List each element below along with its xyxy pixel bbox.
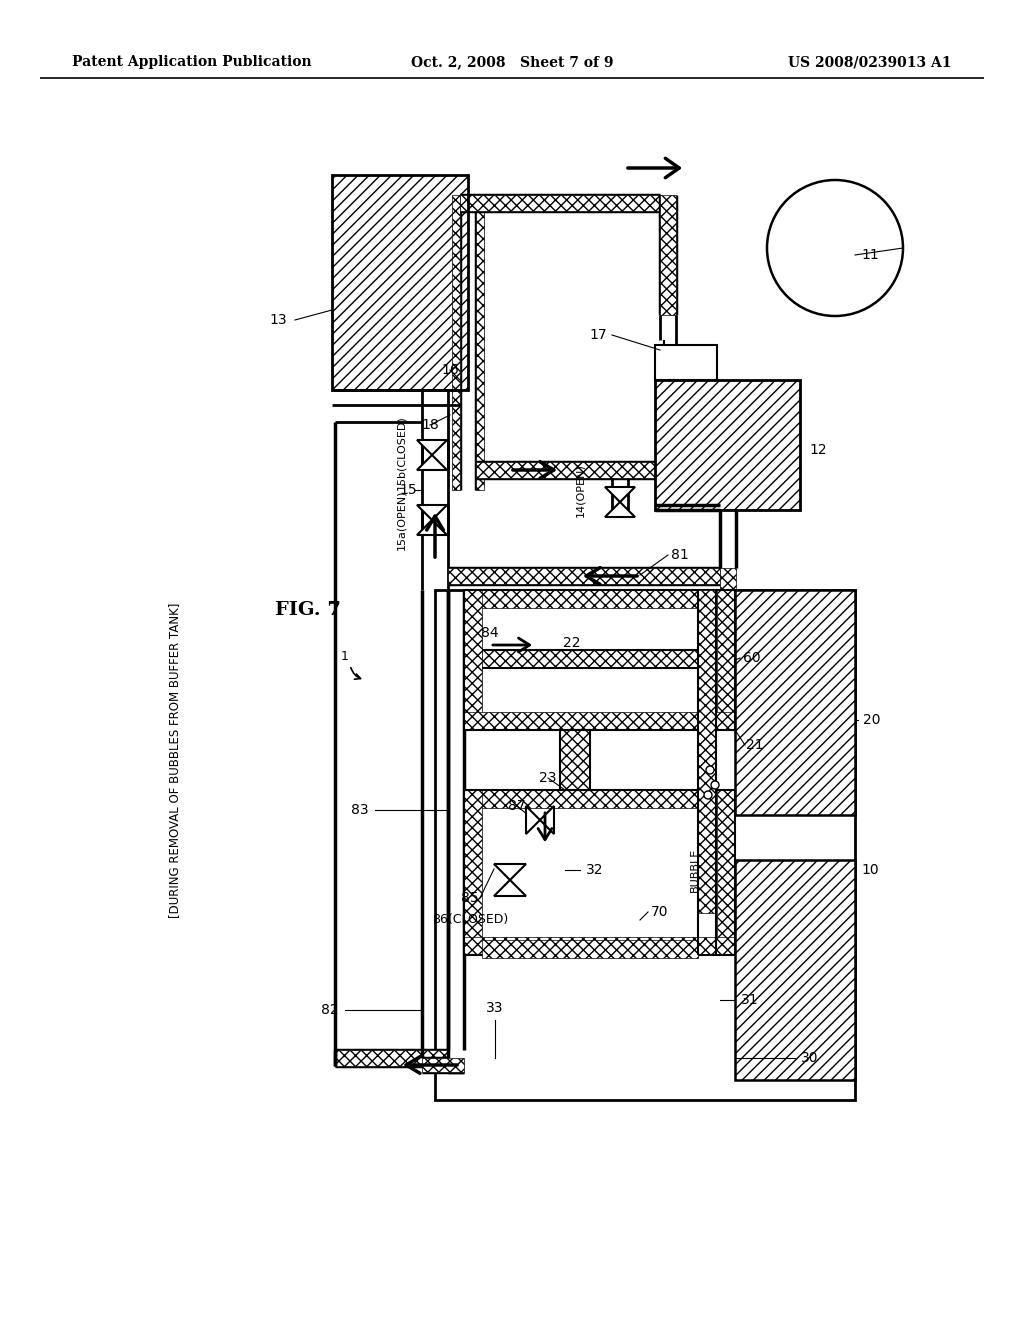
- Text: 11: 11: [861, 248, 879, 261]
- Text: 60: 60: [743, 651, 761, 665]
- Bar: [735, 861, 855, 1080]
- Bar: [655, 345, 717, 380]
- Bar: [464, 590, 735, 609]
- Bar: [717, 789, 735, 954]
- Text: 12: 12: [809, 444, 826, 457]
- Polygon shape: [605, 502, 635, 517]
- Text: 17: 17: [589, 327, 607, 342]
- Text: 15b(CLOSED): 15b(CLOSED): [396, 416, 406, 490]
- Text: 86(CLOSED): 86(CLOSED): [432, 913, 508, 927]
- Text: 13: 13: [269, 313, 287, 327]
- Bar: [464, 711, 735, 730]
- Text: 22: 22: [563, 636, 581, 649]
- Text: 23: 23: [540, 771, 557, 785]
- Bar: [422, 1059, 464, 1072]
- Text: 82: 82: [322, 1003, 339, 1016]
- Polygon shape: [526, 807, 540, 834]
- Text: 14(OPEN): 14(OPEN): [575, 463, 585, 517]
- Polygon shape: [417, 506, 447, 520]
- Circle shape: [705, 791, 712, 799]
- Bar: [464, 590, 735, 730]
- Text: 20: 20: [863, 713, 881, 727]
- Text: 1: 1: [341, 651, 349, 664]
- Bar: [435, 590, 855, 1100]
- Bar: [735, 590, 855, 814]
- Text: Oct. 2, 2008   Sheet 7 of 9: Oct. 2, 2008 Sheet 7 of 9: [411, 55, 613, 69]
- Bar: [460, 195, 660, 211]
- Bar: [464, 590, 482, 730]
- Text: 31: 31: [741, 993, 759, 1007]
- Polygon shape: [540, 807, 554, 834]
- Circle shape: [767, 180, 903, 315]
- Bar: [655, 380, 800, 510]
- Bar: [698, 590, 716, 913]
- Text: [DURING REMOVAL OF BUBBLES FROM BUFFER TANK]: [DURING REMOVAL OF BUBBLES FROM BUFFER T…: [169, 602, 181, 917]
- Bar: [464, 789, 482, 954]
- Polygon shape: [605, 487, 635, 502]
- Bar: [560, 730, 590, 789]
- Bar: [464, 789, 735, 954]
- Bar: [452, 195, 460, 490]
- Text: 85: 85: [461, 891, 479, 906]
- Bar: [735, 590, 855, 814]
- Text: 30: 30: [801, 1051, 819, 1065]
- Bar: [482, 940, 698, 958]
- Bar: [464, 789, 735, 808]
- Text: 87: 87: [508, 799, 525, 813]
- Bar: [476, 462, 655, 478]
- Bar: [464, 937, 735, 954]
- Polygon shape: [494, 880, 526, 896]
- Text: FIG. 7: FIG. 7: [275, 601, 341, 619]
- Polygon shape: [417, 455, 447, 470]
- Text: 18: 18: [421, 418, 439, 432]
- Text: 33: 33: [486, 1001, 504, 1015]
- Text: 15a(OPEN): 15a(OPEN): [396, 490, 406, 550]
- Text: 70: 70: [651, 906, 669, 919]
- Circle shape: [711, 781, 719, 789]
- Text: US 2008/0239013 A1: US 2008/0239013 A1: [788, 55, 952, 69]
- Bar: [332, 176, 468, 389]
- Text: 81: 81: [671, 548, 689, 562]
- Bar: [735, 861, 855, 1080]
- Bar: [335, 1049, 449, 1067]
- Bar: [655, 380, 800, 510]
- Text: 21: 21: [746, 738, 764, 752]
- Text: 32: 32: [587, 863, 604, 876]
- Bar: [482, 649, 698, 668]
- Bar: [449, 568, 720, 583]
- Text: 15: 15: [399, 483, 417, 498]
- Text: 84: 84: [481, 626, 499, 640]
- Bar: [717, 590, 735, 730]
- Bar: [476, 195, 484, 490]
- Bar: [332, 176, 468, 389]
- Circle shape: [706, 766, 714, 774]
- Bar: [560, 730, 590, 789]
- Polygon shape: [417, 520, 447, 535]
- Text: 10: 10: [861, 863, 879, 876]
- Polygon shape: [417, 440, 447, 455]
- Text: 16: 16: [441, 363, 459, 378]
- Text: Patent Application Publication: Patent Application Publication: [72, 55, 311, 69]
- Bar: [720, 568, 736, 626]
- Text: 83: 83: [351, 803, 369, 817]
- Text: BUBBLE: BUBBLE: [690, 847, 700, 892]
- Polygon shape: [494, 865, 526, 880]
- Bar: [660, 195, 676, 315]
